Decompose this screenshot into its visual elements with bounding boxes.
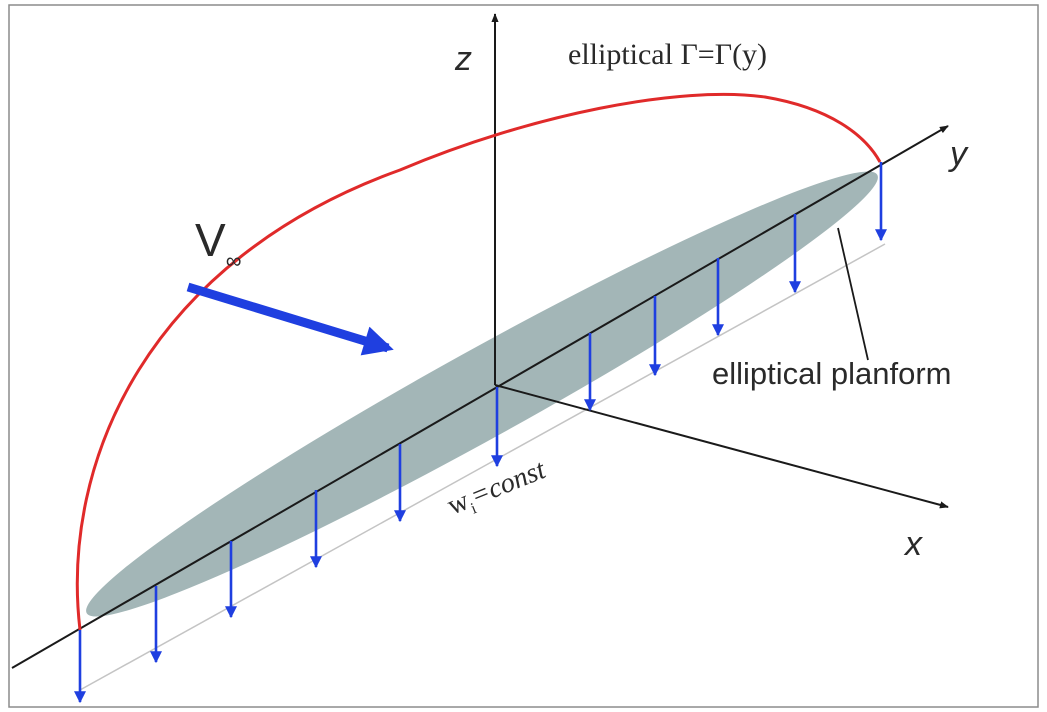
- freestream-symbol: V: [195, 214, 226, 266]
- downwash-arrows: [74, 162, 887, 704]
- y-axis-label: y: [948, 135, 969, 173]
- downwash-guide-line: [79, 243, 886, 691]
- freestream-arrow: [186, 282, 394, 356]
- circulation-title: elliptical Γ=Γ(y): [568, 38, 767, 71]
- freestream-label: V∞: [195, 214, 241, 273]
- circulation-curve: [75, 92, 882, 631]
- z-axis-label: z: [454, 40, 472, 78]
- x-axis-label: x: [903, 525, 923, 563]
- y-axis: [11, 125, 949, 669]
- elliptical-planform-shape: [86, 171, 878, 617]
- downwash-subscript: i: [469, 500, 480, 518]
- planform-label: elliptical planform: [712, 356, 952, 391]
- freestream-subscript: ∞: [226, 248, 242, 273]
- x-axis: [494, 384, 949, 509]
- planform-leader-line: [837, 227, 869, 361]
